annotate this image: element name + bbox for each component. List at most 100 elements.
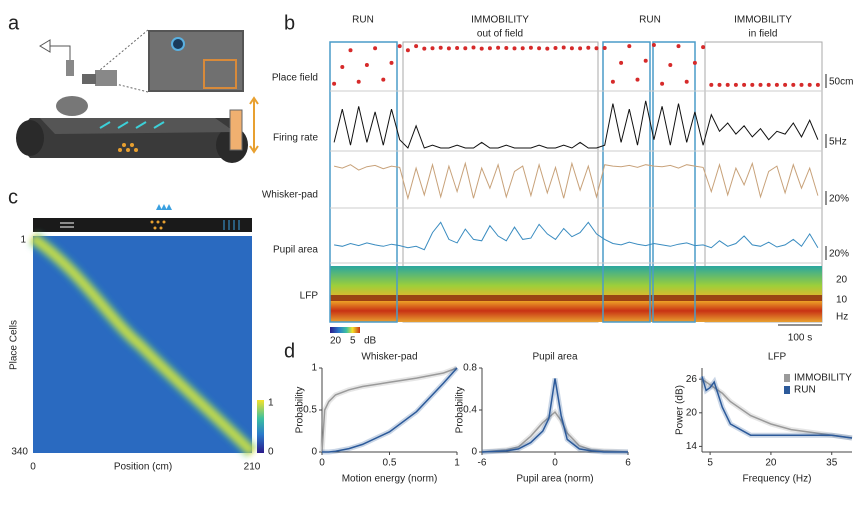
colorbar-label: 1 — [268, 398, 274, 409]
x-tick-label: 210 — [244, 462, 261, 473]
trace-label: LFP — [300, 291, 319, 302]
position-dot — [709, 82, 714, 87]
scale-label: 20% — [829, 194, 849, 205]
position-dot — [438, 45, 443, 50]
position-dot — [561, 45, 566, 50]
scale-label: 20% — [829, 249, 849, 260]
position-dot — [635, 77, 640, 82]
colorbar-label: 20 — [330, 336, 342, 347]
y-axis-label: Probability — [295, 387, 306, 434]
chart-title: LFP — [768, 352, 787, 363]
position-dot — [397, 44, 402, 49]
position-dot — [594, 46, 599, 51]
y-tick-label: 26 — [686, 374, 698, 385]
series-line — [322, 367, 458, 453]
series-band — [699, 375, 853, 441]
position-dot — [389, 60, 394, 65]
trace-line — [334, 221, 819, 251]
position-dot — [504, 45, 509, 50]
period-sublabel: out of field — [477, 29, 523, 40]
y-tick-label: 1 — [311, 363, 317, 374]
position-dot — [528, 45, 533, 50]
track-schematic — [33, 218, 252, 232]
colorbar-label: 5 — [350, 336, 356, 347]
position-dot — [815, 82, 820, 87]
position-dot — [373, 46, 378, 51]
period-sublabel: in field — [749, 29, 778, 40]
position-dot — [381, 77, 386, 82]
position-dot — [422, 46, 427, 51]
legend-swatch — [784, 374, 790, 382]
y-tick-label: 0.4 — [463, 405, 477, 416]
y-axis-label: Probability — [455, 387, 466, 434]
position-dot — [684, 79, 689, 84]
position-dot — [405, 48, 410, 53]
position-dot — [455, 45, 460, 50]
position-dot — [791, 82, 796, 87]
lfp-tick: 10 — [836, 295, 848, 306]
position-dot — [701, 45, 706, 50]
position-dot — [471, 45, 476, 50]
period-boxes-run — [329, 41, 696, 323]
position-dot — [774, 82, 779, 87]
position-dot — [750, 82, 755, 87]
position-dot — [496, 45, 501, 50]
y-tick-label: 0 — [471, 447, 477, 458]
panel-label: c — [8, 186, 18, 208]
position-dot — [660, 81, 665, 86]
position-dot — [668, 62, 673, 67]
colorbar-label: 0 — [268, 447, 274, 458]
position-dot — [692, 60, 697, 65]
x-axis-label: Frequency (Hz) — [743, 474, 812, 485]
position-dot — [725, 82, 730, 87]
x-tick-label: -6 — [478, 458, 487, 469]
period-label: IMMOBILITY — [471, 15, 529, 26]
lfp-spectrogram — [330, 266, 822, 322]
position-dot — [414, 44, 419, 49]
panel-label: b — [284, 12, 295, 34]
legend-label: IMMOBILITY — [794, 373, 852, 384]
x-tick-label: 0.5 — [383, 458, 397, 469]
lfp-unit: Hz — [836, 312, 848, 323]
chart-title: Whisker-pad — [361, 352, 417, 363]
lfp-tick: 20 — [836, 275, 848, 286]
period-label: IMMOBILITY — [734, 15, 792, 26]
period-label: RUN — [352, 15, 374, 26]
setup-illustration — [16, 29, 259, 163]
panel-label: d — [284, 340, 295, 362]
series-line — [481, 378, 628, 453]
y-tick-label: 14 — [686, 441, 698, 452]
position-dot — [619, 60, 624, 65]
position-dot — [332, 81, 337, 86]
y-axis-label: Place Cells — [9, 320, 20, 370]
position-dot — [766, 82, 771, 87]
y-axis-label: Power (dB) — [675, 385, 686, 435]
position-dot — [537, 46, 542, 51]
trace-label: Pupil area — [273, 245, 318, 256]
x-axis-label: Motion energy (norm) — [342, 474, 438, 485]
series-line — [701, 378, 853, 439]
position-dot — [512, 46, 517, 51]
panel-label: a — [8, 12, 20, 34]
colorbar-label: dB — [364, 336, 377, 347]
y-tick-label: 0 — [311, 447, 317, 458]
series-band — [319, 365, 458, 453]
y-tick-label: 0.5 — [303, 405, 317, 416]
series-band — [481, 408, 629, 455]
x-tick-label: 0 — [552, 458, 558, 469]
position-dot — [446, 46, 451, 51]
position-dot — [627, 44, 632, 49]
scale-label: 50cm — [829, 77, 853, 88]
position-dot — [348, 48, 353, 53]
position-dot — [520, 46, 525, 51]
position-dot — [643, 58, 648, 63]
position-dot — [569, 46, 574, 51]
time-scale-label: 100 s — [788, 333, 812, 344]
x-tick-label: 5 — [707, 458, 713, 469]
series-line — [701, 376, 853, 439]
series-line — [321, 367, 458, 453]
position-dot — [430, 46, 435, 51]
position-dot — [340, 65, 345, 70]
x-tick-label: 1 — [454, 458, 460, 469]
